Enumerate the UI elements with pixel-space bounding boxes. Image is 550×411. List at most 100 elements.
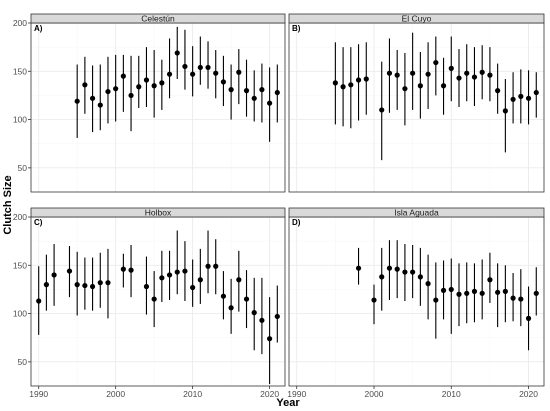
y-tick-label: 50: [18, 163, 28, 173]
data-point: [251, 95, 257, 101]
data-point: [471, 74, 478, 80]
data-point: [471, 288, 478, 294]
data-point: [43, 282, 49, 288]
x-tick-label: 2000: [365, 389, 384, 399]
data-point: [236, 69, 242, 75]
panel-tag-label: D): [292, 218, 301, 227]
panel-tag-label: A): [34, 24, 43, 33]
data-point: [479, 69, 485, 75]
data-point: [274, 89, 280, 96]
data-point: [213, 70, 219, 76]
panel-background: [289, 217, 544, 386]
data-point: [410, 269, 416, 275]
data-point: [151, 83, 157, 89]
facet-panel-2: El Cuyo B): [288, 13, 545, 193]
y-axis-title: Clutch Size: [2, 175, 14, 234]
data-point: [417, 83, 423, 89]
data-point: [120, 266, 126, 272]
data-point: [456, 291, 462, 297]
data-point: [502, 108, 508, 114]
data-point: [89, 283, 96, 290]
data-point: [228, 87, 234, 93]
data-point: [259, 317, 265, 323]
data-point: [36, 298, 42, 304]
data-point: [363, 76, 369, 82]
data-point: [51, 272, 57, 278]
data-point: [425, 71, 431, 77]
data-point: [379, 274, 385, 280]
facet-strip: [288, 207, 545, 218]
data-point: [74, 282, 80, 288]
data-point: [510, 96, 516, 102]
data-point: [197, 64, 203, 71]
data-point: [243, 88, 250, 94]
data-point: [386, 265, 393, 271]
data-point: [267, 100, 273, 106]
data-point: [371, 297, 377, 303]
data-point: [120, 73, 126, 79]
data-point: [128, 92, 134, 99]
data-point: [487, 277, 493, 283]
data-point: [487, 72, 493, 78]
data-point: [74, 98, 80, 104]
data-point: [440, 83, 447, 89]
y-tick-label: 100: [13, 309, 27, 319]
data-point: [197, 277, 203, 283]
data-point: [236, 277, 242, 283]
data-point: [402, 86, 408, 92]
data-point: [355, 77, 362, 83]
facet-panel-3: Holbox C) 50 100 150 200 1990 2000 2010 2020: [13, 207, 286, 399]
data-point: [402, 269, 408, 275]
x-tick-label: 2000: [106, 389, 125, 399]
data-point: [379, 107, 385, 113]
x-tick-label: 2020: [519, 389, 538, 399]
data-point: [174, 50, 180, 56]
data-point: [433, 297, 439, 303]
x-tick-label: 1990: [29, 389, 48, 399]
data-point: [518, 296, 524, 302]
data-point: [82, 82, 88, 88]
facet-strip-label: Celestún: [141, 14, 175, 24]
data-point: [518, 93, 524, 99]
data-point: [251, 310, 257, 316]
data-point: [274, 313, 280, 320]
data-point: [190, 71, 196, 77]
x-tick-label: 1990: [287, 389, 306, 399]
data-point: [394, 72, 400, 78]
data-point: [410, 70, 416, 76]
facet-strip: [30, 207, 286, 218]
data-point: [143, 283, 150, 290]
data-point: [82, 282, 88, 289]
data-point: [105, 88, 111, 95]
data-point: [136, 84, 142, 90]
data-point: [510, 295, 516, 301]
data-point: [525, 315, 532, 321]
data-point: [205, 64, 211, 71]
panel-tag-label: C): [34, 218, 43, 227]
y-tick-label: 200: [13, 212, 27, 222]
data-point: [159, 80, 165, 86]
data-point: [448, 286, 454, 293]
data-point: [113, 86, 119, 92]
y-tick-label: 100: [13, 115, 27, 125]
facet-panel-4: Isla Aguada D) 1990 2000 2010 2020: [287, 207, 545, 399]
data-point: [479, 290, 485, 296]
x-tick-label: 2010: [442, 389, 461, 399]
data-point: [97, 280, 103, 286]
facet-strip-label: Isla Aguada: [394, 208, 439, 218]
data-point: [448, 65, 454, 71]
data-point: [228, 305, 234, 311]
data-point: [348, 82, 354, 88]
data-point: [533, 89, 539, 96]
data-point: [386, 70, 393, 76]
data-point: [340, 84, 346, 90]
panel-background: [31, 23, 285, 192]
facet-strip-label: Holbox: [145, 208, 172, 218]
y-tick-label: 200: [13, 18, 27, 28]
facet-strip: [288, 13, 545, 24]
panel-background: [289, 23, 544, 192]
data-point: [425, 281, 431, 287]
data-point: [267, 336, 273, 342]
y-tick-label: 150: [13, 66, 27, 76]
